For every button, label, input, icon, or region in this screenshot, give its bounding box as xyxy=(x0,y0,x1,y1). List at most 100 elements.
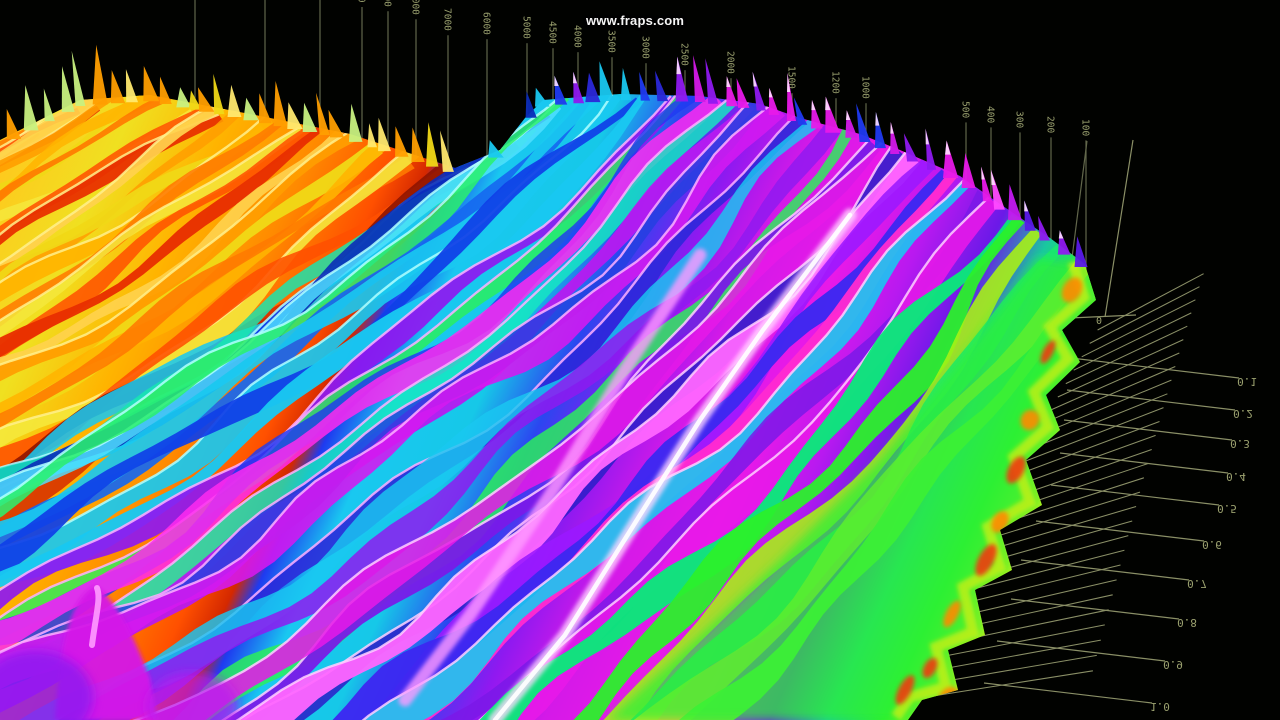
peak-spike xyxy=(925,128,937,170)
peak-spike xyxy=(961,153,976,188)
peak-spike xyxy=(903,133,919,162)
ridge-ribbon xyxy=(0,94,570,540)
peak-spike xyxy=(367,123,377,148)
freq-tick-label: 1200 xyxy=(830,71,841,94)
freq-tick-label: 6000 xyxy=(481,12,492,35)
peak-spike xyxy=(752,71,767,111)
ridge-ribbon xyxy=(0,114,275,331)
peak-spike xyxy=(585,72,601,103)
time-minor-tick xyxy=(1089,286,1200,344)
ridge-ribbon xyxy=(0,94,723,672)
ridge-ribbon xyxy=(0,127,304,369)
time-origin-label: 0 xyxy=(1096,314,1102,325)
peak-spike xyxy=(655,70,669,102)
peak-spike xyxy=(6,109,22,139)
peak-spike xyxy=(23,85,39,131)
edge-hot-spot xyxy=(975,544,997,576)
time-tick-label: 0.5 xyxy=(1217,502,1237,515)
time-major-tick xyxy=(996,640,1166,662)
ridge-ribbon xyxy=(194,151,920,720)
peak-spike xyxy=(110,70,126,104)
time-tick-label: 0.3 xyxy=(1230,437,1250,450)
freq-tick-label: 8000 xyxy=(410,0,421,15)
peak-spike xyxy=(736,78,750,108)
corner-blob xyxy=(0,651,93,720)
edge-hot-spot xyxy=(1061,277,1083,303)
peak-spike xyxy=(693,55,706,103)
freq-tick-label: 5000 xyxy=(521,16,532,39)
peak-spike xyxy=(287,102,303,129)
ridge-ribbon xyxy=(0,114,224,305)
time-minor-tick xyxy=(1009,421,1160,478)
ridge-ribbon xyxy=(0,109,551,536)
time-tick-label: 0.2 xyxy=(1233,407,1253,420)
peak-spike xyxy=(302,102,318,133)
ridge-ribbon xyxy=(0,118,285,361)
edge-hot-spot xyxy=(991,511,1009,533)
peak-spike xyxy=(1038,215,1051,241)
ridge-ribbon xyxy=(285,169,949,720)
ridge-ribbon xyxy=(0,107,241,317)
peak-spike xyxy=(856,103,871,143)
peak-spike xyxy=(395,126,409,157)
ridge-ribbon xyxy=(0,96,680,649)
peak-spike xyxy=(227,84,242,118)
time-major-tick xyxy=(983,682,1153,704)
peak-spike xyxy=(599,61,615,101)
ridge-ribbon xyxy=(0,97,642,605)
peak-spike xyxy=(411,127,425,163)
back-edge-peaks xyxy=(6,44,1088,268)
peak-spike xyxy=(92,44,108,105)
edge-hot-spot xyxy=(895,675,915,705)
time-major-tick xyxy=(1035,520,1205,542)
peak-spike xyxy=(573,71,585,104)
time-major-tick xyxy=(1059,452,1229,474)
peak-spike xyxy=(43,88,55,122)
freq-tick-label: 200 xyxy=(1045,116,1056,133)
ridge-ribbon xyxy=(426,197,999,720)
peak-spike xyxy=(159,76,172,104)
peak-spike xyxy=(328,109,345,138)
freq-tick-label: 4000 xyxy=(572,25,583,48)
waterfall-surface xyxy=(0,44,1096,720)
ridge-ribbon xyxy=(0,109,193,252)
time-minor-tick xyxy=(1049,352,1180,411)
time-major-tick xyxy=(1010,598,1180,620)
ridge-ribbon xyxy=(0,168,447,492)
freq-tick-label: 3500 xyxy=(606,30,617,53)
peak-spike xyxy=(793,97,808,125)
time-minor-tick xyxy=(1057,339,1184,398)
corner-blob xyxy=(146,672,238,720)
peak-spike xyxy=(378,117,391,152)
freq-tick-label: 9000 xyxy=(382,0,393,7)
edge-hot-spot xyxy=(922,657,938,679)
peak-spike xyxy=(535,87,550,107)
freq-tick-label: 100 xyxy=(1080,119,1091,136)
green-edge-band xyxy=(608,258,1096,720)
peak-spike xyxy=(639,71,651,101)
freq-tick-label: 400 xyxy=(985,106,996,123)
peak-spike xyxy=(426,122,439,167)
frequency-axis: 10000 9000 8000 7000 6000 5000 4500 4000 3500 300… xyxy=(194,0,1091,272)
peak-spike xyxy=(981,166,993,202)
freq-tick-label: 2000 xyxy=(725,51,736,74)
freq-tick-label: 3000 xyxy=(640,36,651,59)
peak-spike xyxy=(525,91,537,118)
edge-hot-spot xyxy=(943,600,961,628)
peak-spike xyxy=(990,169,1005,210)
peak-spike xyxy=(71,50,86,106)
ridge-ribbon xyxy=(500,215,1025,720)
time-tick-label: 0.8 xyxy=(1177,616,1197,629)
ridge-ribbon xyxy=(0,101,226,305)
peak-spike xyxy=(316,92,330,135)
ridge-ribbon xyxy=(0,156,415,454)
freq-tick-label: 7000 xyxy=(442,8,453,31)
time-tick-label: 0.1 xyxy=(1237,375,1257,388)
ridge-ribbon xyxy=(0,141,383,447)
freq-tick-label: 500 xyxy=(960,101,971,118)
ridge-ribbon xyxy=(450,213,1022,720)
peak-spike xyxy=(198,87,215,112)
peak-spike xyxy=(143,66,160,102)
